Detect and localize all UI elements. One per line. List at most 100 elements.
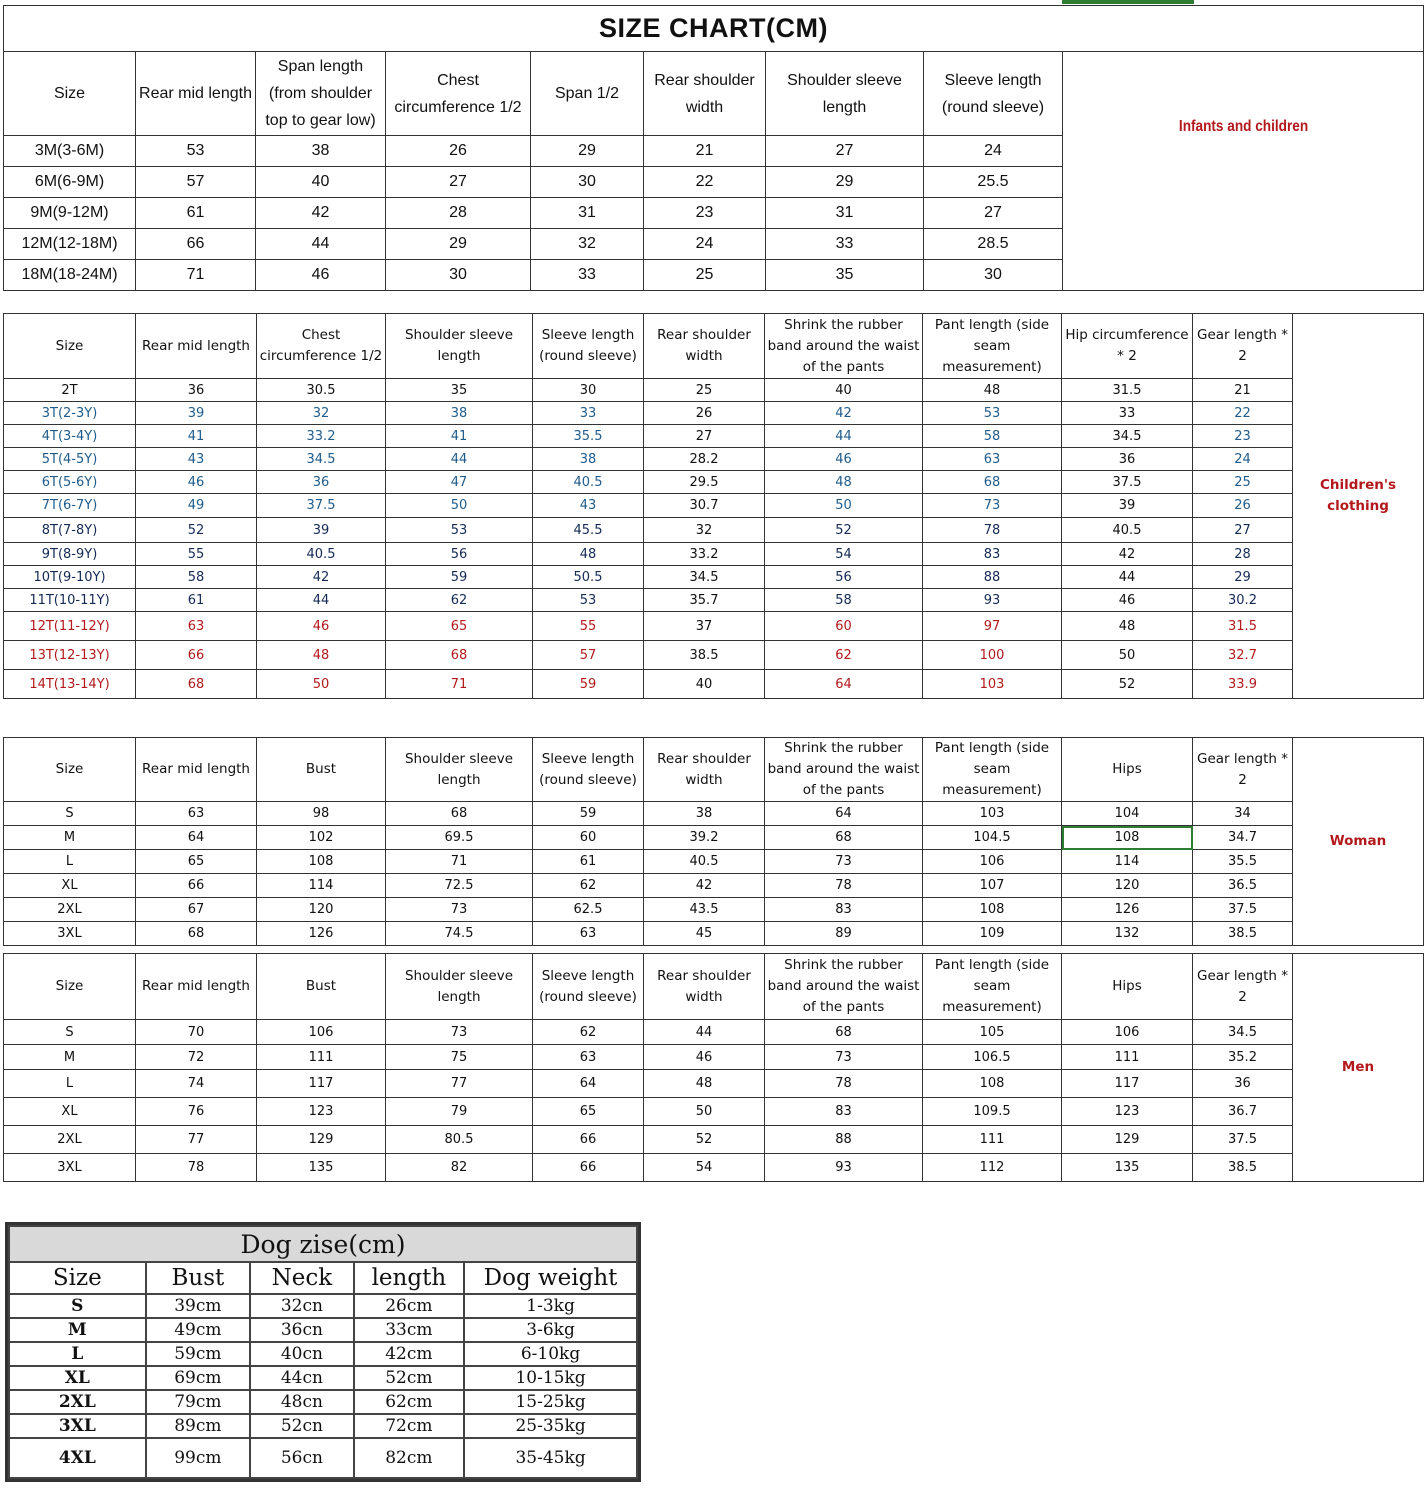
value-cell: 52cm bbox=[352, 1365, 466, 1391]
value-cell: 36.7 bbox=[1192, 1097, 1293, 1126]
value-cell: 44 bbox=[764, 424, 923, 448]
value-cell: 37 bbox=[643, 611, 765, 641]
value-cell: 27 bbox=[385, 166, 531, 198]
value-cell: 44 bbox=[385, 447, 533, 471]
table-row: 8T(7-8Y) 52 39 53 45.5 32 52 78 40.5 27 bbox=[3, 517, 1424, 543]
value-cell: 46 bbox=[1061, 588, 1193, 612]
column-header: Chest circumference 1/2 bbox=[256, 313, 386, 379]
column-header: Pant length (side seam measurement) bbox=[922, 953, 1062, 1020]
value-cell: 42 bbox=[256, 565, 386, 589]
size-cell: 14T(13-14Y) bbox=[3, 669, 136, 699]
value-cell: 129 bbox=[1061, 1125, 1193, 1154]
value-cell: 72.5 bbox=[385, 873, 533, 898]
value-cell: 26 bbox=[1192, 493, 1293, 518]
value-cell: 32 bbox=[530, 228, 644, 260]
value-cell: 62cm bbox=[352, 1389, 466, 1415]
value-cell: 48 bbox=[256, 640, 386, 670]
column-header: Rear mid length bbox=[135, 737, 257, 802]
value-cell: 66 bbox=[135, 228, 256, 260]
value-cell: 48 bbox=[764, 470, 923, 494]
value-cell: 38.5 bbox=[1192, 1153, 1293, 1182]
value-cell: 78 bbox=[922, 517, 1062, 543]
table-row: 9M(9-12M) 61 42 28 31 23 31 27 bbox=[3, 197, 1424, 229]
value-cell: 33.9 bbox=[1192, 669, 1293, 699]
value-cell: 106 bbox=[1061, 1019, 1193, 1045]
value-cell: 53 bbox=[532, 588, 644, 612]
size-cell: 3XL bbox=[3, 1153, 136, 1182]
size-cell: M bbox=[3, 1044, 136, 1070]
value-cell: 64 bbox=[764, 801, 923, 826]
column-header: Shoulder sleeve length bbox=[765, 51, 924, 136]
value-cell: 47 bbox=[385, 470, 533, 494]
table-row: S 70 106 73 62 44 68 105 106 34.5 bbox=[3, 1019, 1424, 1045]
value-cell: 68 bbox=[385, 640, 533, 670]
value-cell: 62 bbox=[764, 640, 923, 670]
value-cell: 70 bbox=[135, 1019, 257, 1045]
value-cell: 66 bbox=[532, 1125, 644, 1154]
value-cell: 42 bbox=[643, 873, 765, 898]
size-cell: 3M(3-6M) bbox=[3, 135, 136, 167]
value-cell: 43 bbox=[135, 447, 257, 471]
value-cell: 79cm bbox=[144, 1389, 252, 1415]
value-cell: 73 bbox=[385, 897, 533, 922]
header-row: Size Rear mid length Chest circumference 1… bbox=[3, 313, 1424, 699]
value-cell: 93 bbox=[922, 588, 1062, 612]
value-cell: 40.5 bbox=[256, 542, 386, 566]
value-cell: 40cn bbox=[249, 1341, 355, 1367]
value-cell: 25 bbox=[643, 378, 765, 402]
size-cell: 4T(3-4Y) bbox=[3, 424, 136, 448]
size-cell: 7T(6-7Y) bbox=[3, 493, 136, 518]
value-cell: 44 bbox=[1061, 565, 1193, 589]
table-row: L 65 108 71 61 40.5 73 106 114 35.5 bbox=[3, 849, 1424, 874]
value-cell: 40.5 bbox=[643, 849, 765, 874]
value-cell: 31 bbox=[765, 197, 924, 229]
column-header: Gear length * 2 bbox=[1192, 737, 1293, 802]
column-header: Gear length * 2 bbox=[1192, 313, 1293, 379]
table-row: XL 69cm 44cn 52cm 10-15kg bbox=[8, 1365, 638, 1391]
value-cell: 39.2 bbox=[643, 825, 765, 850]
value-cell: 109 bbox=[922, 921, 1062, 946]
value-cell: 64 bbox=[532, 1069, 644, 1098]
size-cell: 3T(2-3Y) bbox=[3, 401, 136, 425]
value-cell: 37.5 bbox=[1192, 897, 1293, 922]
column-header: Span length (from shoulder top to gear l… bbox=[255, 51, 386, 136]
column-header: Hips bbox=[1061, 953, 1193, 1020]
value-cell: 52 bbox=[1061, 669, 1193, 699]
column-header: Sleeve length (round sleeve) bbox=[532, 737, 644, 802]
value-cell: 63 bbox=[135, 801, 257, 826]
value-cell: 28.5 bbox=[923, 228, 1063, 260]
value-cell: 41 bbox=[135, 424, 257, 448]
table-row: L 74 117 77 64 48 78 108 117 36 bbox=[3, 1069, 1424, 1098]
value-cell: 35.7 bbox=[643, 588, 765, 612]
value-cell: 117 bbox=[1061, 1069, 1193, 1098]
value-cell: 50 bbox=[764, 493, 923, 518]
value-cell: 63 bbox=[532, 921, 644, 946]
column-header: Shrink the rubber band around the waist … bbox=[764, 953, 923, 1020]
value-cell: 27 bbox=[1192, 517, 1293, 543]
value-cell: 65 bbox=[532, 1097, 644, 1126]
value-cell: 33 bbox=[1061, 401, 1193, 425]
header-row: Size Rear mid length Bust Shoulder sleeve l… bbox=[3, 953, 1424, 1182]
table-row: L 59cm 40cn 42cm 6-10kg bbox=[8, 1341, 638, 1367]
table-row: 2XL 77 129 80.5 66 52 88 111 129 37.5 bbox=[3, 1125, 1424, 1154]
size-cell: 10T(9-10Y) bbox=[3, 565, 136, 589]
value-cell: 62 bbox=[385, 588, 533, 612]
value-cell: 49cm bbox=[144, 1317, 252, 1343]
value-cell: 88 bbox=[922, 565, 1062, 589]
size-cell: 2XL bbox=[8, 1389, 147, 1415]
value-cell: 77 bbox=[385, 1069, 533, 1098]
value-cell: 36 bbox=[1192, 1069, 1293, 1098]
section-label: Children's clothing bbox=[1292, 313, 1424, 699]
value-cell: 46 bbox=[764, 447, 923, 471]
value-cell: 111 bbox=[256, 1044, 386, 1070]
header-row: Size Bust Neck length Dog weight bbox=[8, 1261, 638, 1295]
value-cell: 43.5 bbox=[643, 897, 765, 922]
table-row: 3XL 78 135 82 66 54 93 112 135 38.5 bbox=[3, 1153, 1424, 1182]
value-cell: 102 bbox=[256, 825, 386, 850]
value-cell: 42 bbox=[255, 197, 386, 229]
value-cell: 28 bbox=[385, 197, 531, 229]
column-header: Bust bbox=[144, 1261, 252, 1295]
column-header: Size bbox=[3, 737, 136, 802]
table-row: 18M(18-24M) 71 46 30 33 25 35 30 bbox=[3, 259, 1424, 291]
value-cell: 40 bbox=[255, 166, 386, 198]
